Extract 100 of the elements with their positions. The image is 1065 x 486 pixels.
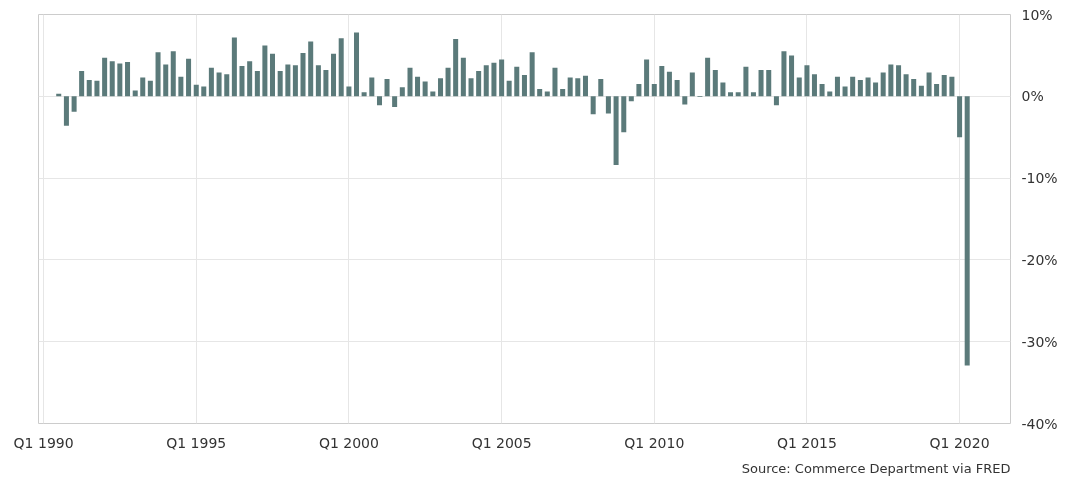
bar xyxy=(392,96,398,107)
bar xyxy=(109,61,115,97)
bar xyxy=(346,86,352,97)
bar xyxy=(361,92,367,97)
bar xyxy=(415,76,421,97)
bar xyxy=(621,96,627,133)
bar xyxy=(63,96,69,126)
bar xyxy=(117,63,123,97)
bar xyxy=(331,53,337,97)
bar xyxy=(712,70,718,97)
bar xyxy=(552,67,558,97)
bar xyxy=(94,80,100,97)
bar xyxy=(125,61,131,97)
bar xyxy=(269,53,275,97)
bar xyxy=(796,77,802,97)
bar xyxy=(438,78,444,97)
bar xyxy=(850,76,856,97)
bar xyxy=(896,65,902,97)
bar xyxy=(399,87,405,97)
bar xyxy=(529,52,535,97)
bar xyxy=(957,96,963,138)
bar xyxy=(949,76,955,97)
bar xyxy=(674,79,680,97)
bar xyxy=(468,78,474,97)
bar xyxy=(636,84,642,97)
bar xyxy=(499,59,505,97)
bar xyxy=(277,70,283,97)
bar xyxy=(758,70,764,97)
x-tick-label: Q1 2020 xyxy=(929,434,990,451)
bar xyxy=(926,72,932,97)
x-tick-label: Q1 1990 xyxy=(13,434,74,451)
bar xyxy=(376,96,383,106)
x-tick-label: Q1 1995 xyxy=(166,434,227,451)
bar xyxy=(285,64,291,97)
bar xyxy=(292,65,298,97)
bar xyxy=(537,88,543,97)
bar xyxy=(911,79,917,97)
bar xyxy=(460,57,466,97)
y-tick-label: -30% xyxy=(1021,333,1058,350)
bar xyxy=(445,67,451,97)
bar xyxy=(506,80,512,97)
bar xyxy=(728,92,734,97)
bar xyxy=(644,59,650,97)
bar xyxy=(880,72,886,97)
bar xyxy=(300,52,306,97)
bar xyxy=(521,75,527,97)
bar xyxy=(560,88,566,97)
bar xyxy=(384,79,390,97)
bar xyxy=(941,75,947,97)
bar xyxy=(590,96,596,115)
bar xyxy=(216,72,222,97)
bar xyxy=(354,32,360,97)
bar xyxy=(224,74,230,97)
y-tick-label: 10% xyxy=(1021,6,1053,23)
bar xyxy=(903,74,909,97)
y-tick-label: -40% xyxy=(1021,415,1058,432)
x-tick-label: Q1 2010 xyxy=(624,434,685,451)
bar xyxy=(888,64,894,97)
y-tick-label: 0% xyxy=(1021,88,1044,105)
bar xyxy=(819,84,825,97)
bar xyxy=(605,96,611,114)
bar xyxy=(483,65,489,97)
bar xyxy=(430,91,436,97)
bar xyxy=(247,61,253,97)
bar xyxy=(476,70,482,97)
bar xyxy=(865,77,871,97)
bar xyxy=(575,78,581,97)
bar xyxy=(514,66,520,97)
bar xyxy=(773,96,779,106)
bar xyxy=(857,79,863,97)
x-tick-label: Q1 2015 xyxy=(776,434,837,451)
bar xyxy=(873,82,879,97)
bar xyxy=(262,45,268,97)
bar xyxy=(323,70,329,97)
x-tick-label: Q1 2000 xyxy=(318,434,379,451)
x-tick-label: Q1 2005 xyxy=(471,434,532,451)
bar xyxy=(651,84,657,97)
bar xyxy=(567,77,573,97)
bar xyxy=(308,41,314,97)
bar xyxy=(453,39,459,97)
bar xyxy=(834,76,840,97)
bar xyxy=(582,75,588,97)
bar xyxy=(422,81,428,97)
bar xyxy=(201,86,207,97)
bar xyxy=(766,70,772,97)
bar xyxy=(789,55,795,97)
bar xyxy=(666,71,672,97)
bar xyxy=(186,58,192,97)
bar xyxy=(682,96,688,105)
bar xyxy=(155,52,161,97)
bar xyxy=(239,66,245,97)
bar xyxy=(804,65,810,97)
bar xyxy=(163,64,169,97)
bar xyxy=(315,65,321,97)
bar xyxy=(934,84,940,97)
bar xyxy=(71,96,77,112)
bar xyxy=(613,96,619,166)
bar xyxy=(208,67,214,97)
bar xyxy=(178,76,184,97)
bar xyxy=(338,38,344,97)
